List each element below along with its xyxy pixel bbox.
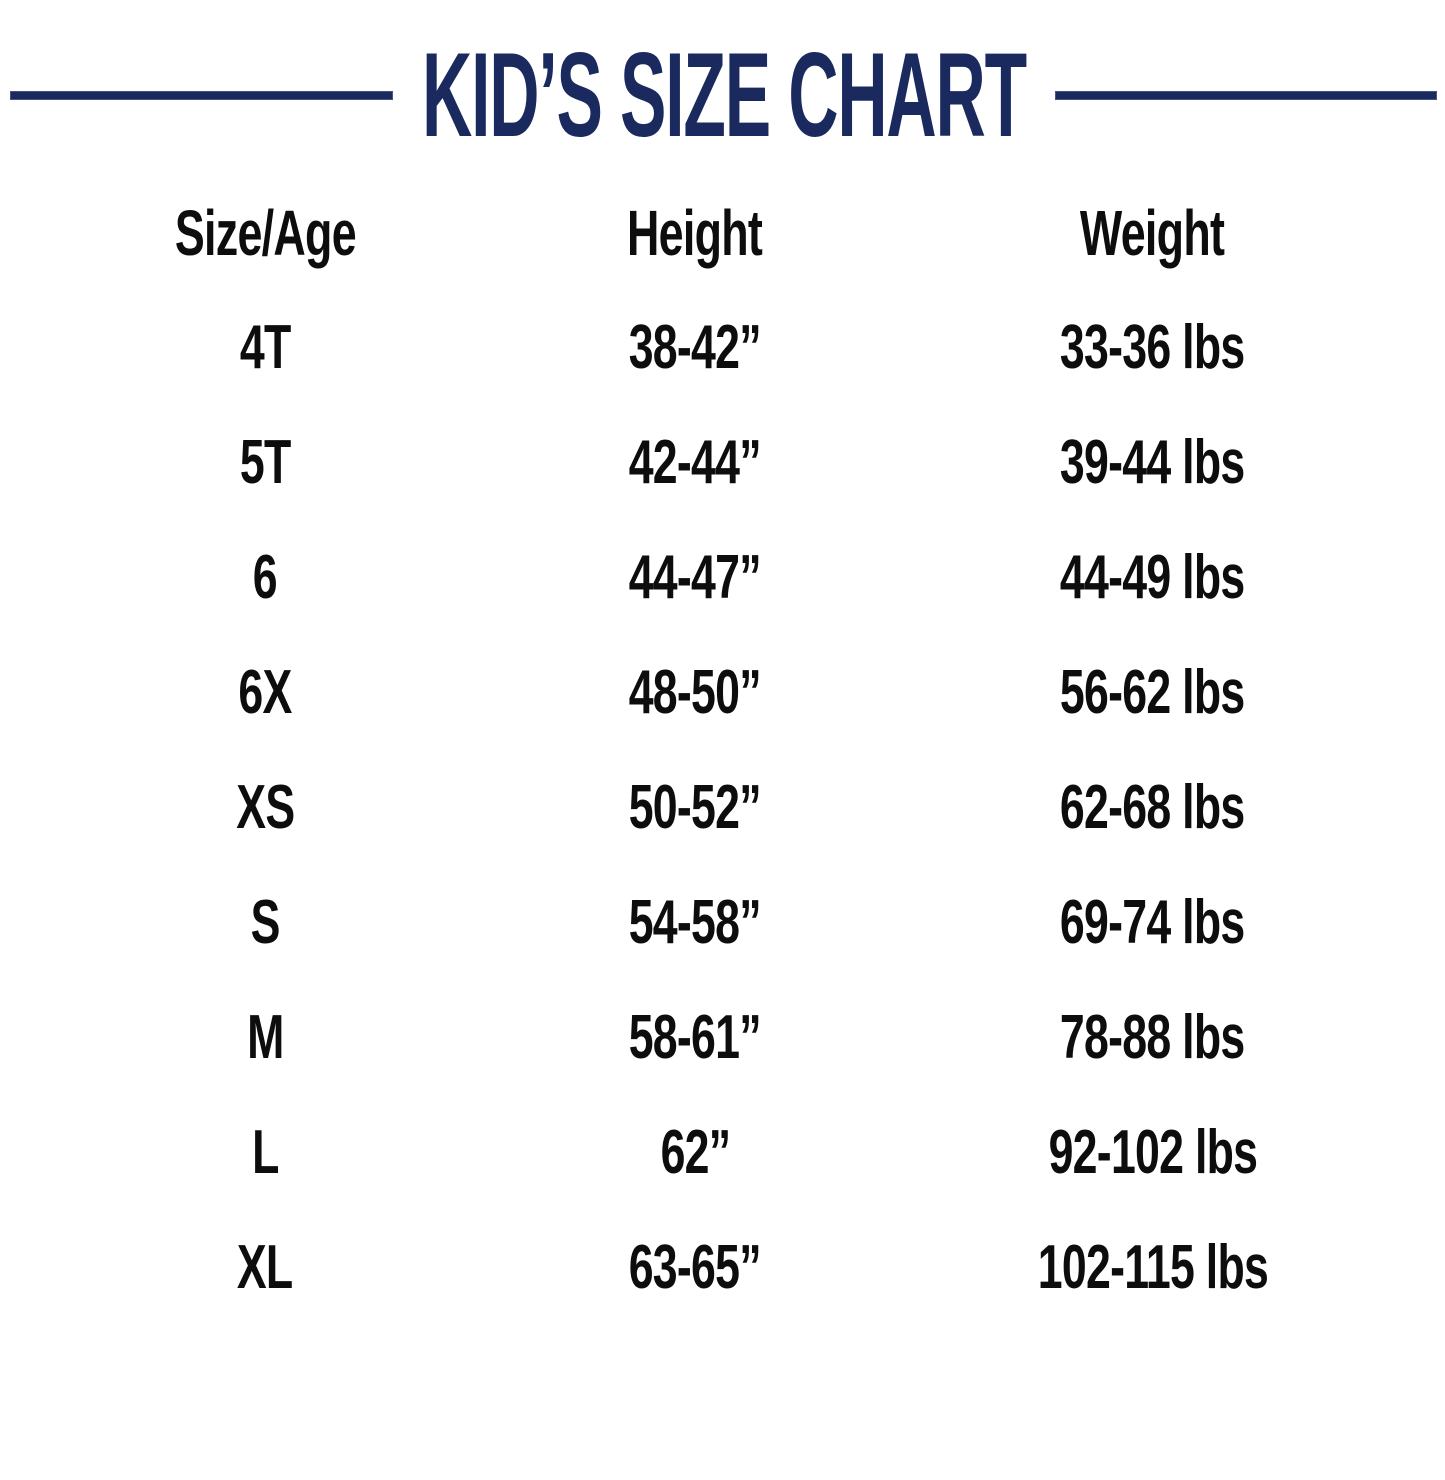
cell-weight: 44-49 lbs xyxy=(860,542,1445,612)
weight-value: 102-115 lbs xyxy=(1037,1232,1268,1302)
cell-height: 63-65” xyxy=(530,1232,860,1302)
size-chart-page: KID’S SIZE CHART Size/Age Height Weight … xyxy=(0,35,1445,1480)
table-row: 4T 38-42” 33-36 lbs xyxy=(0,290,1445,405)
title-rule-right xyxy=(1054,90,1437,100)
height-value: 42-44” xyxy=(628,427,762,497)
table-header-row: Size/Age Height Weight xyxy=(0,175,1445,290)
cell-weight: 78-88 lbs xyxy=(860,1002,1445,1072)
cell-size: 6 xyxy=(0,542,530,612)
header-cell-size-age: Size/Age xyxy=(0,201,530,265)
cell-weight: 62-68 lbs xyxy=(860,772,1445,842)
weight-value: 69-74 lbs xyxy=(1060,887,1245,957)
cell-height: 44-47” xyxy=(530,542,860,612)
weight-value: 39-44 lbs xyxy=(1060,427,1245,497)
cell-weight: 102-115 lbs xyxy=(860,1232,1445,1302)
cell-height: 58-61” xyxy=(530,1002,860,1072)
size-value: S xyxy=(250,887,280,957)
height-value: 54-58” xyxy=(628,887,762,957)
cell-height: 62” xyxy=(530,1117,860,1187)
table-row: XS 50-52” 62-68 lbs xyxy=(0,750,1445,865)
table-row: 5T 42-44” 39-44 lbs xyxy=(0,405,1445,520)
table-row: 6X 48-50” 56-62 lbs xyxy=(0,635,1445,750)
header-cell-weight: Weight xyxy=(860,201,1445,265)
cell-weight: 92-102 lbs xyxy=(860,1117,1445,1187)
height-value: 50-52” xyxy=(628,772,762,842)
cell-height: 54-58” xyxy=(530,887,860,957)
weight-value: 33-36 lbs xyxy=(1060,312,1245,382)
cell-size: L xyxy=(0,1117,530,1187)
cell-size: S xyxy=(0,887,530,957)
height-value: 38-42” xyxy=(628,312,762,382)
height-value: 58-61” xyxy=(628,1002,762,1072)
cell-height: 42-44” xyxy=(530,427,860,497)
cell-size: 6X xyxy=(0,657,530,727)
weight-value: 44-49 lbs xyxy=(1060,542,1245,612)
header-label-height: Height xyxy=(627,196,763,269)
cell-size: 4T xyxy=(0,312,530,382)
size-value: 6X xyxy=(238,657,292,727)
header-cell-height: Height xyxy=(530,201,860,265)
header-label-weight: Weight xyxy=(1080,196,1225,269)
cell-height: 38-42” xyxy=(530,312,860,382)
cell-height: 48-50” xyxy=(530,657,860,727)
weight-value: 56-62 lbs xyxy=(1060,657,1245,727)
header-label-size-age: Size/Age xyxy=(174,196,356,269)
cell-size: XL xyxy=(0,1232,530,1302)
cell-size: 5T xyxy=(0,427,530,497)
height-value: 44-47” xyxy=(628,542,762,612)
size-value: M xyxy=(246,1002,284,1072)
size-value: 6 xyxy=(252,542,278,612)
cell-size: XS xyxy=(0,772,530,842)
height-value: 48-50” xyxy=(628,657,762,727)
table-row: L 62” 92-102 lbs xyxy=(0,1095,1445,1210)
size-value: 5T xyxy=(239,427,291,497)
cell-weight: 69-74 lbs xyxy=(860,887,1445,957)
title-rule-left xyxy=(10,90,393,100)
table-row: XL 63-65” 102-115 lbs xyxy=(0,1210,1445,1325)
table-row: S 54-58” 69-74 lbs xyxy=(0,865,1445,980)
weight-value: 62-68 lbs xyxy=(1060,772,1245,842)
height-value: 62” xyxy=(660,1117,731,1187)
size-table: Size/Age Height Weight 4T 38-42” 33-36 l… xyxy=(0,175,1445,1325)
cell-height: 50-52” xyxy=(530,772,860,842)
size-value: 4T xyxy=(239,312,291,382)
weight-value: 92-102 lbs xyxy=(1048,1117,1257,1187)
weight-value: 78-88 lbs xyxy=(1060,1002,1245,1072)
cell-weight: 39-44 lbs xyxy=(860,427,1445,497)
size-value: XL xyxy=(237,1232,293,1302)
size-value: L xyxy=(251,1117,279,1187)
cell-weight: 56-62 lbs xyxy=(860,657,1445,727)
cell-weight: 33-36 lbs xyxy=(860,312,1445,382)
cell-size: M xyxy=(0,1002,530,1072)
table-row: 6 44-47” 44-49 lbs xyxy=(0,520,1445,635)
page-title-wrap: KID’S SIZE CHART xyxy=(409,35,1039,155)
title-row: KID’S SIZE CHART xyxy=(0,35,1445,155)
height-value: 63-65” xyxy=(628,1232,762,1302)
size-value: XS xyxy=(235,772,295,842)
table-row: M 58-61” 78-88 lbs xyxy=(0,980,1445,1095)
page-title: KID’S SIZE CHART xyxy=(421,28,1026,162)
